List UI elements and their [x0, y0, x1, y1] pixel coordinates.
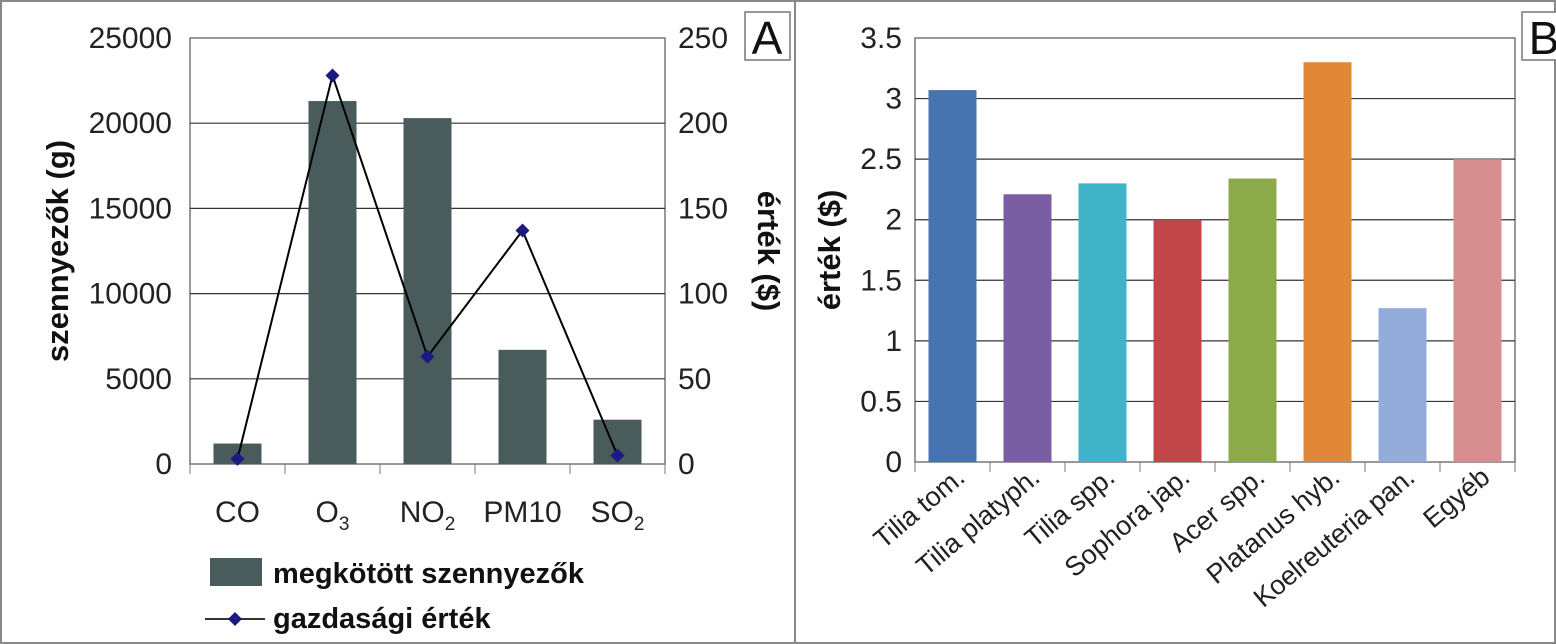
- bar-tilia-tom: [928, 90, 977, 462]
- chart-b-y-tick-label: 2: [885, 204, 902, 237]
- chart-a-right-tick-label: 250: [678, 22, 728, 55]
- chart-a-y2-axis-title: érték ($): [751, 191, 786, 312]
- legend-bar-swatch: [210, 558, 262, 586]
- chart-a-right-tick-label: 50: [678, 363, 711, 396]
- chart-b-category-label: Egyéb: [1417, 462, 1495, 534]
- chart-a-left-tick-label: 5000: [105, 363, 172, 396]
- chart-a-legend: megkötött szennyezők gazdasági érték: [205, 558, 585, 635]
- bar-sophora-jap: [1153, 219, 1202, 462]
- chart-a-right-tick-label: 0: [678, 448, 695, 481]
- chart-a-category-labels: CO O3 NO2 PM10 SO2: [215, 496, 644, 535]
- chart-b-y-tick-label: 1.5: [860, 264, 902, 297]
- bar-tilia-spp: [1078, 183, 1127, 462]
- economic-value-point-co: [230, 451, 245, 466]
- chart-a-line-series: [230, 68, 625, 466]
- bar-acer-spp: [1228, 178, 1277, 463]
- chart-a-category-label: CO: [215, 496, 260, 529]
- chart-b-y-tick-label: 1: [885, 325, 902, 358]
- legend-line-label: gazdasági érték: [273, 603, 491, 635]
- chart-a-left-tick-label: 0: [155, 448, 172, 481]
- bar-o3: [308, 101, 357, 464]
- chart-a-bars: [213, 101, 642, 464]
- chart-b-y-tick-label: 3: [885, 83, 902, 116]
- chart-b: 0 0.5 1 1.5 2 2.5 3 3.5 Tilia tom.Tilia platyph…: [812, 11, 1556, 614]
- chart-b-y-ticks: 0 0.5 1 1.5 2 2.5 3 3.5: [860, 22, 902, 479]
- economic-value-point-so2: [610, 448, 625, 463]
- chart-a-left-tick-label: 25000: [89, 22, 172, 55]
- chart-a-left-ticks: 0 5000 10000 15000 20000 25000: [89, 22, 172, 481]
- chart-a-left-tick-label: 10000: [89, 278, 172, 311]
- legend-bar-label: megkötött szennyezők: [273, 558, 585, 590]
- chart-a-right-tick-label: 150: [678, 192, 728, 225]
- panel-a-label-box: [744, 11, 791, 61]
- chart-b-y-tick-label: 0.5: [860, 385, 902, 418]
- chart-a-category-label: SO2: [591, 496, 645, 535]
- chart-b-bars: [928, 62, 1502, 463]
- chart-a-left-tick-label: 15000: [89, 192, 172, 225]
- chart-a-right-tick-label: 200: [678, 107, 728, 140]
- legend-line-marker: [228, 612, 242, 626]
- chart-a-right-ticks: 0 50 100 150 200 250: [678, 22, 728, 481]
- chart-b-y-tick-label: 0: [885, 446, 902, 479]
- chart-a: 0 5000 10000 15000 20000 25000 0 50 100 150 200 25…: [40, 11, 791, 635]
- bar-egy-b: [1453, 159, 1502, 462]
- bar-pm10: [498, 349, 547, 464]
- bar-koelreuteria-pan: [1378, 308, 1427, 462]
- bar-no2: [403, 118, 452, 464]
- chart-b-y-axis-title: érték ($): [812, 190, 847, 311]
- chart-a-y-axis-title: szennyezők (g): [40, 140, 75, 362]
- chart-a-left-tick-label: 20000: [89, 107, 172, 140]
- bar-tilia-platyph: [1003, 194, 1052, 462]
- panel-b-label: B: [1529, 12, 1556, 64]
- panel-b-label-box: [1521, 11, 1556, 61]
- chart-a-category-label: O3: [316, 496, 350, 535]
- chart-a-category-label: PM10: [483, 496, 561, 529]
- economic-value-point-no2: [420, 349, 435, 364]
- chart-b-y-tick-label: 3.5: [860, 22, 902, 55]
- chart-a-right-tick-label: 100: [678, 278, 728, 311]
- bar-platanus-hyb: [1303, 62, 1352, 462]
- economic-value-point-o3: [325, 68, 340, 83]
- chart-a-category-label: NO2: [400, 496, 456, 535]
- chart-b-category-labels: Tilia tom.Tilia platyph.Tilia spp.Sophor…: [868, 462, 1495, 614]
- panel-a-label: A: [752, 12, 783, 64]
- chart-b-y-tick-label: 2.5: [860, 143, 902, 176]
- economic-value-point-pm10: [515, 223, 530, 238]
